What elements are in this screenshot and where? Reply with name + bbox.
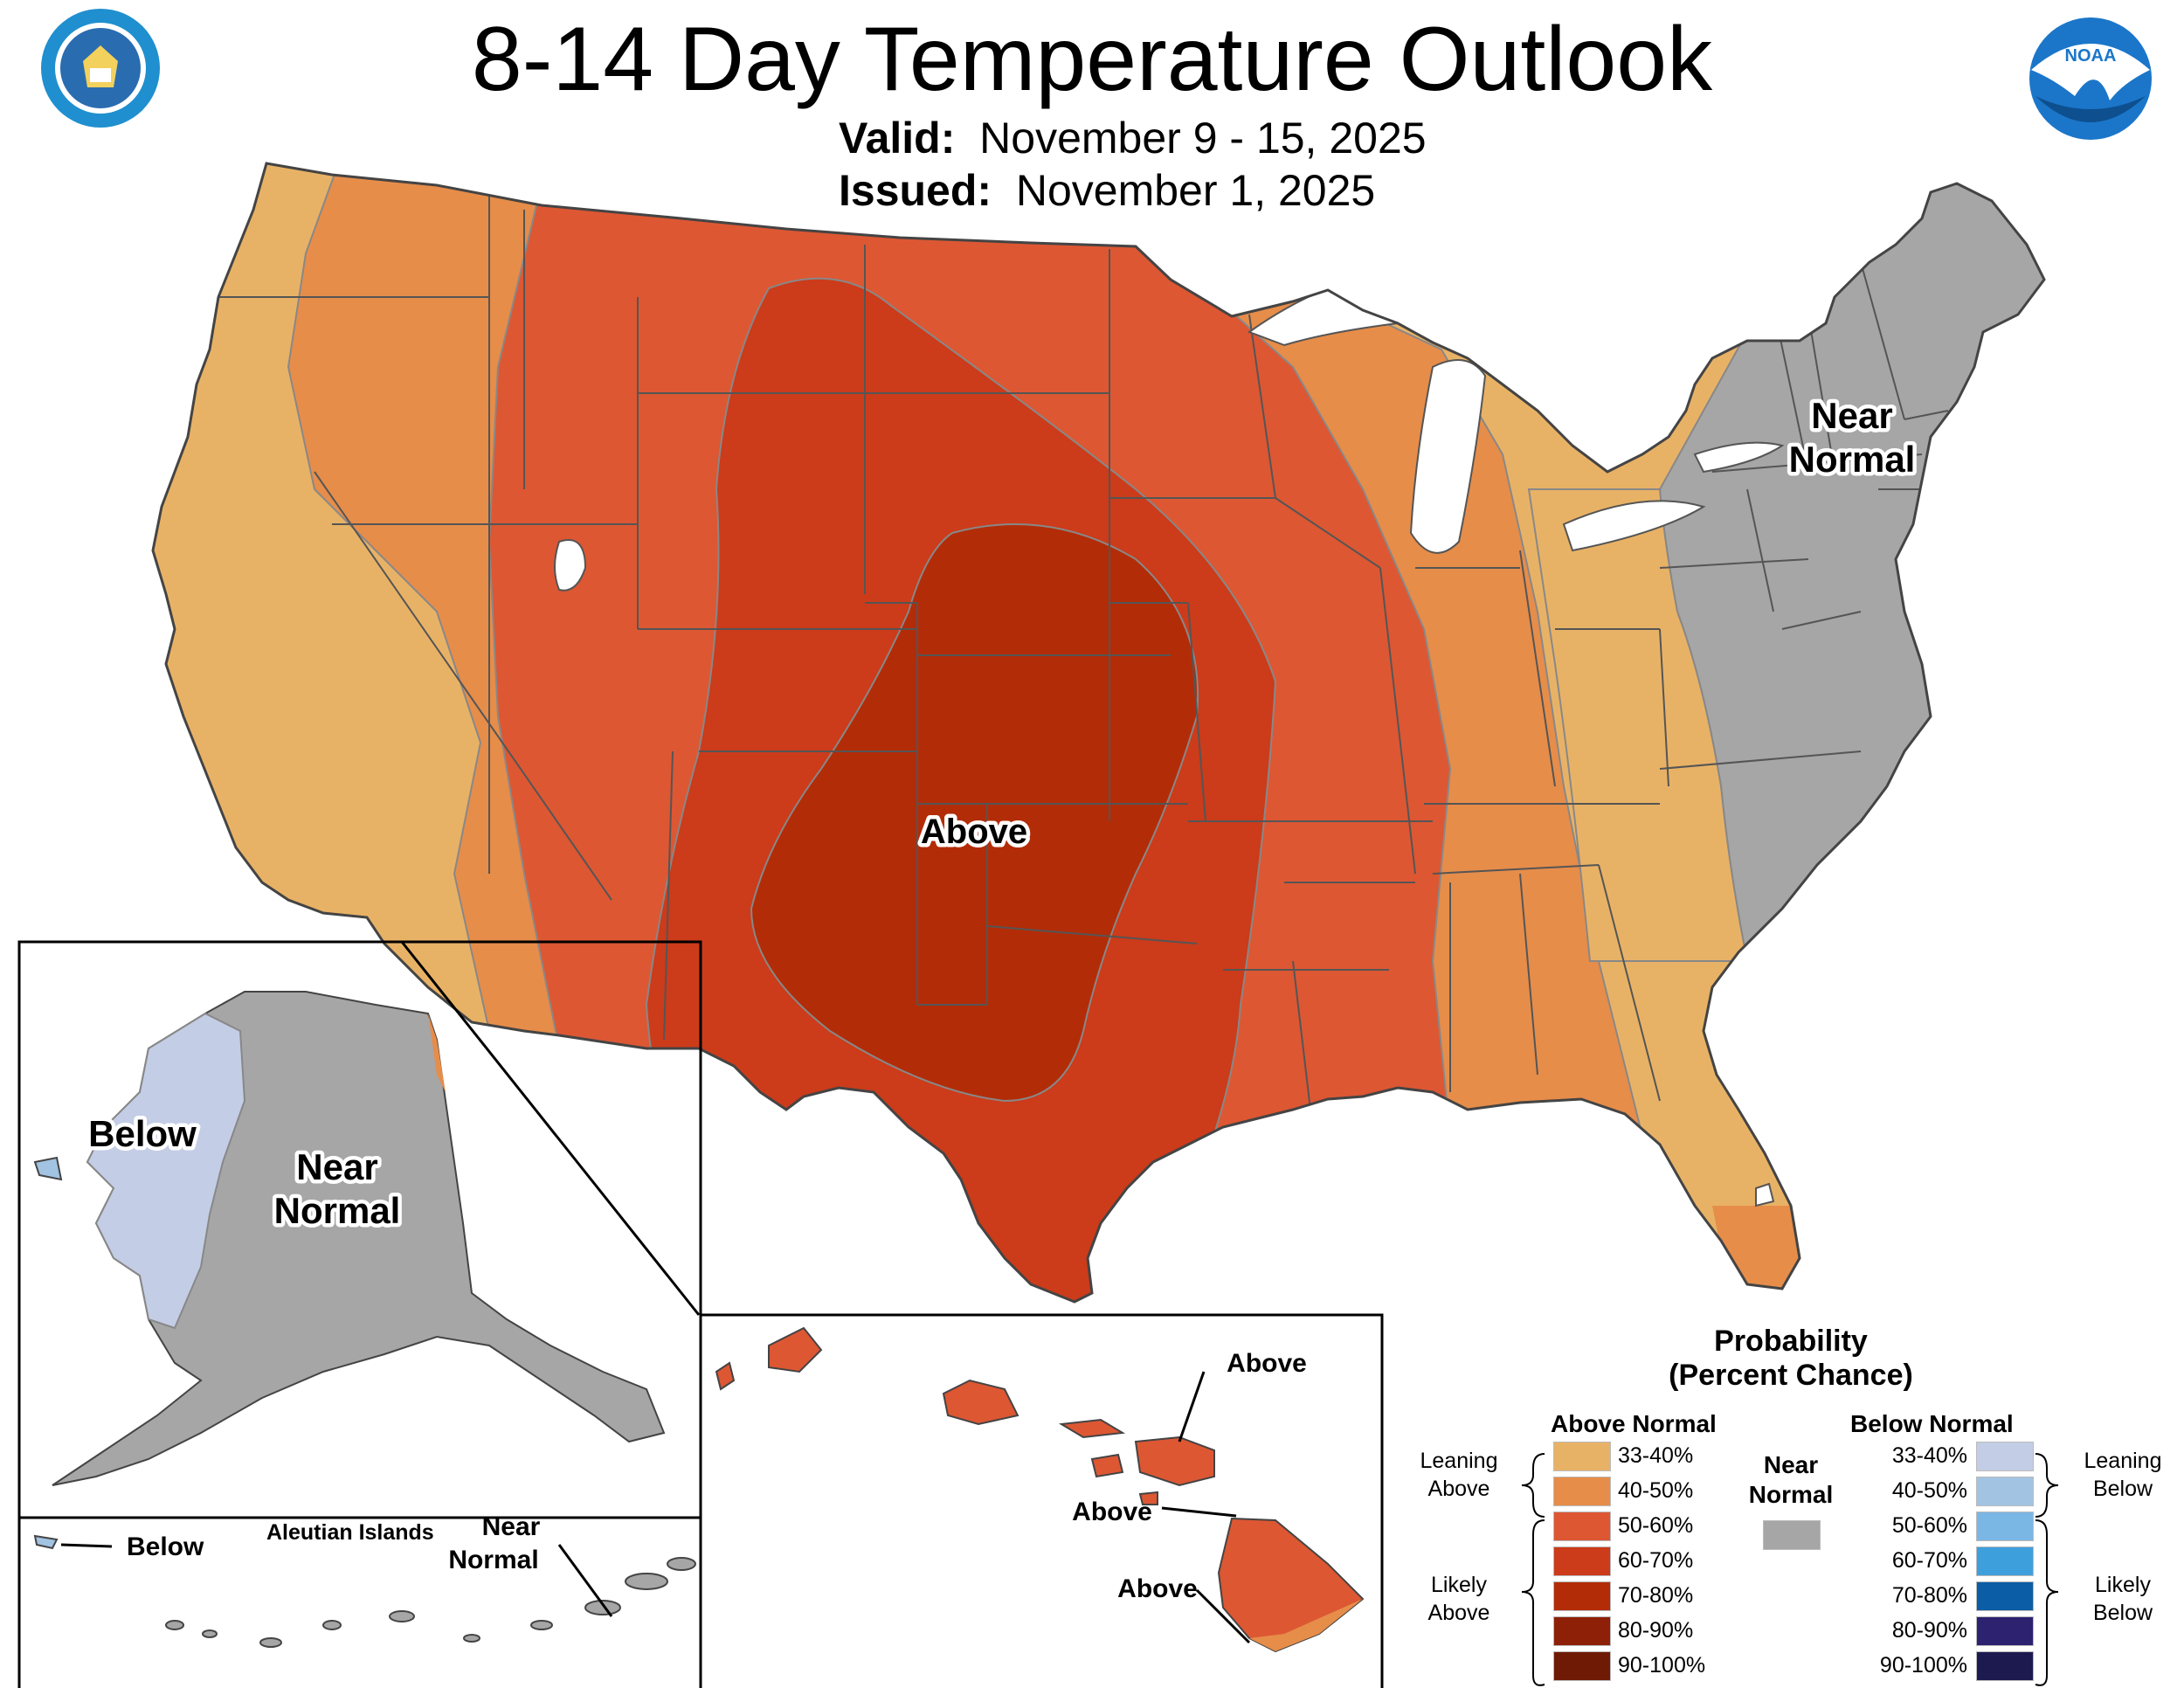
legend-above-swatch bbox=[1553, 1512, 1611, 1541]
legend-below-range-label: 50-60% bbox=[1891, 1513, 1967, 1538]
alaska-near-label-1: Near bbox=[296, 1146, 377, 1187]
legend-brackets bbox=[1521, 1453, 2059, 1686]
legend-below-swatch bbox=[1976, 1616, 2034, 1646]
issued-value: November 1, 2025 bbox=[1015, 166, 1376, 215]
legend-below-swatch bbox=[1976, 1546, 2034, 1576]
legend-above-range-label: 50-60% bbox=[1618, 1513, 1694, 1538]
leaning-below-line-1: Leaning bbox=[2084, 1449, 2162, 1473]
hawaii-inset: Above Above Above bbox=[699, 1313, 1384, 1688]
aleutian-near-label-1: Near bbox=[482, 1512, 541, 1541]
aleutian-below-label: Below bbox=[127, 1532, 204, 1561]
svg-text:NOAA: NOAA bbox=[2065, 46, 2117, 66]
state-boundaries bbox=[218, 183, 1949, 1110]
legend-above-swatch bbox=[1553, 1442, 1611, 1471]
valid-label: Valid: bbox=[839, 114, 956, 163]
legend-near-normal-swatch bbox=[1763, 1520, 1821, 1550]
conus-east-33-40-region bbox=[1527, 488, 1749, 962]
issued-label: Issued: bbox=[839, 166, 992, 215]
legend-leaning-below: Leaning Below bbox=[2070, 1447, 2175, 1503]
alaska-near-label-2: Normal bbox=[274, 1190, 401, 1231]
legend-above-range-label: 40-50% bbox=[1618, 1478, 1694, 1503]
legend-below-swatch bbox=[1976, 1477, 2034, 1506]
legend-below-range-label: 70-80% bbox=[1891, 1583, 1967, 1608]
legend-near-normal-label: Near Normal bbox=[1738, 1450, 1843, 1510]
conus-near-label-1: Near bbox=[1811, 395, 1892, 436]
near-normal-line-1: Near bbox=[1763, 1451, 1819, 1478]
noaa-logo-icon: NOAA bbox=[2029, 17, 2152, 140]
legend-title-line-2: (Percent Chance) bbox=[1669, 1359, 1913, 1392]
legend-below-range-label: 80-90% bbox=[1891, 1618, 1967, 1643]
legend-leaning-above: Leaning Above bbox=[1406, 1447, 1511, 1503]
hawaii-above-label-3: Above bbox=[1117, 1574, 1198, 1603]
legend-below-range-label: 90-100% bbox=[1879, 1653, 1967, 1678]
alaska-below-label: Below bbox=[88, 1113, 197, 1154]
map-title: 8-14 Day Temperature Outlook bbox=[471, 9, 1713, 110]
legend-below-range-label: 40-50% bbox=[1891, 1478, 1967, 1503]
leaning-below-line-2: Below bbox=[2092, 1477, 2153, 1501]
valid-dates: Valid: November 9 - 15, 2025 bbox=[839, 112, 1427, 164]
aleutian-islands bbox=[33, 1534, 696, 1648]
likely-below-line-2: Below bbox=[2092, 1601, 2153, 1625]
legend-likely-above: Likely Above bbox=[1406, 1571, 1511, 1627]
legend-above-swatch bbox=[1553, 1477, 1611, 1506]
legend-below-swatch bbox=[1976, 1512, 2034, 1541]
legend-below-swatch bbox=[1976, 1442, 2034, 1471]
legend-above-range-label: 70-80% bbox=[1618, 1583, 1694, 1608]
aleutian-near-label-2: Normal bbox=[448, 1546, 538, 1574]
likely-above-line-1: Likely bbox=[1431, 1573, 1487, 1597]
legend-above-range-label: 60-70% bbox=[1618, 1548, 1694, 1573]
legend-below-range-label: 60-70% bbox=[1891, 1548, 1967, 1573]
legend-above-swatch bbox=[1553, 1546, 1611, 1576]
legend-above-header: Above Normal bbox=[1551, 1410, 1717, 1437]
conus-near-label-2: Normal bbox=[1789, 439, 1916, 480]
conus-above-label: Above bbox=[921, 813, 1027, 851]
department-of-commerce-seal-icon bbox=[41, 9, 160, 128]
legend-above-swatch bbox=[1553, 1581, 1611, 1611]
legend-above-range-label: 90-100% bbox=[1618, 1653, 1706, 1678]
likely-above-line-2: Above bbox=[1427, 1601, 1490, 1625]
near-normal-line-2: Normal bbox=[1748, 1481, 1834, 1508]
issued-date: Issued: November 1, 2025 bbox=[839, 164, 1375, 217]
legend-above-range-label: 33-40% bbox=[1618, 1443, 1694, 1468]
legend-below-range-label: 33-40% bbox=[1891, 1443, 1967, 1468]
valid-value: November 9 - 15, 2025 bbox=[979, 114, 1427, 163]
likely-below-line-1: Likely bbox=[2095, 1573, 2151, 1597]
hawaii-above-label-2: Above bbox=[1072, 1498, 1152, 1526]
leaning-above-line-2: Above bbox=[1427, 1477, 1490, 1501]
leaning-above-line-1: Leaning bbox=[1420, 1449, 1498, 1473]
legend-above-swatch bbox=[1553, 1616, 1611, 1646]
alaska-inset: Below Near Normal Below Aleutian Islands… bbox=[17, 940, 702, 1688]
legend-likely-below: Likely Below bbox=[2070, 1571, 2175, 1627]
aleutian-title: Aleutian Islands bbox=[266, 1520, 434, 1545]
conus-70-80-region bbox=[750, 523, 1199, 1103]
legend-below-header: Below Normal bbox=[1850, 1410, 2014, 1437]
alaska-below-region bbox=[86, 1012, 246, 1330]
conus-map: Above Near Normal bbox=[151, 162, 2046, 1304]
legend-above-range-label: 80-90% bbox=[1618, 1618, 1694, 1643]
legend-below-swatch bbox=[1976, 1581, 2034, 1611]
hawaii-above-label-1: Above bbox=[1227, 1349, 1307, 1378]
legend-title-line-1: Probability bbox=[1714, 1325, 1868, 1358]
legend-title: Probability (Percent Chance) bbox=[1616, 1325, 1966, 1393]
legend-below-swatch bbox=[1976, 1651, 2034, 1681]
legend-above-swatch bbox=[1553, 1651, 1611, 1681]
